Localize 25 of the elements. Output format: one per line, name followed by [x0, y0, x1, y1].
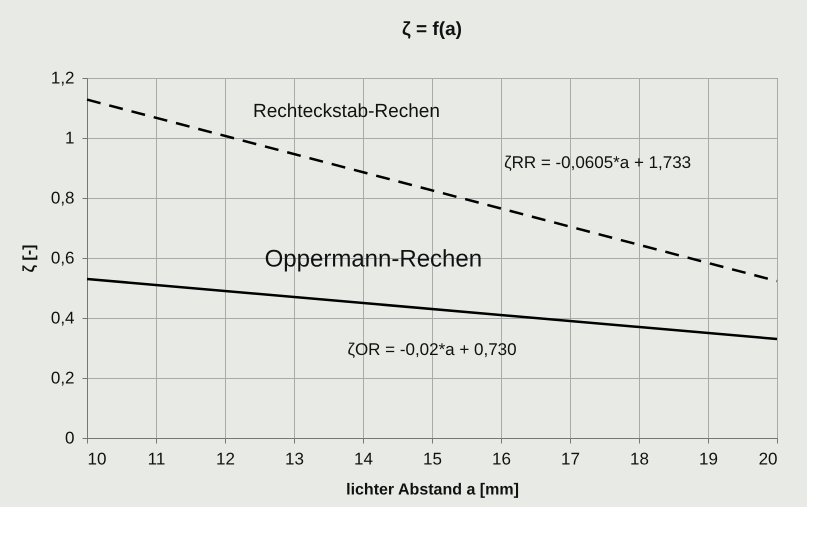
series-label: Oppermann-Rechen: [264, 246, 482, 272]
x-tick-label: 11: [148, 450, 166, 468]
y-tick-label: 0: [65, 428, 74, 448]
x-tick-label: 10: [88, 450, 106, 468]
series-label: Rechteckstab-Rechen: [252, 101, 440, 122]
x-tick-label: 20: [758, 450, 778, 468]
y-tick-label: 1: [65, 128, 74, 148]
annotation: ζOR = -0,02*a + 0,730: [347, 340, 517, 359]
x-tick-label: 15: [423, 450, 442, 468]
y-tick-label: 0,8: [50, 188, 74, 208]
y-axis-title: ζ [-]: [20, 244, 38, 272]
y-tick-label: 0,4: [50, 308, 74, 328]
x-tick-label: 19: [699, 450, 718, 468]
x-tick-label: 14: [354, 450, 373, 468]
chart-title: ζ = f(a): [402, 19, 462, 40]
x-tick-label: 16: [492, 450, 511, 468]
y-tick-label: 0,2: [50, 368, 74, 388]
annotation: ζRR = -0,0605*a + 1,733: [504, 152, 692, 172]
x-tick-label: 12: [216, 450, 235, 468]
x-tick-label: 18: [630, 450, 649, 468]
x-tick-label: 13: [285, 450, 304, 468]
x-tick-label: 17: [561, 450, 580, 468]
y-tick-label: 0,6: [50, 248, 74, 268]
x-axis-title: lichter Abstand a [mm]: [346, 482, 519, 498]
y-tick-label: 1,2: [50, 68, 74, 88]
